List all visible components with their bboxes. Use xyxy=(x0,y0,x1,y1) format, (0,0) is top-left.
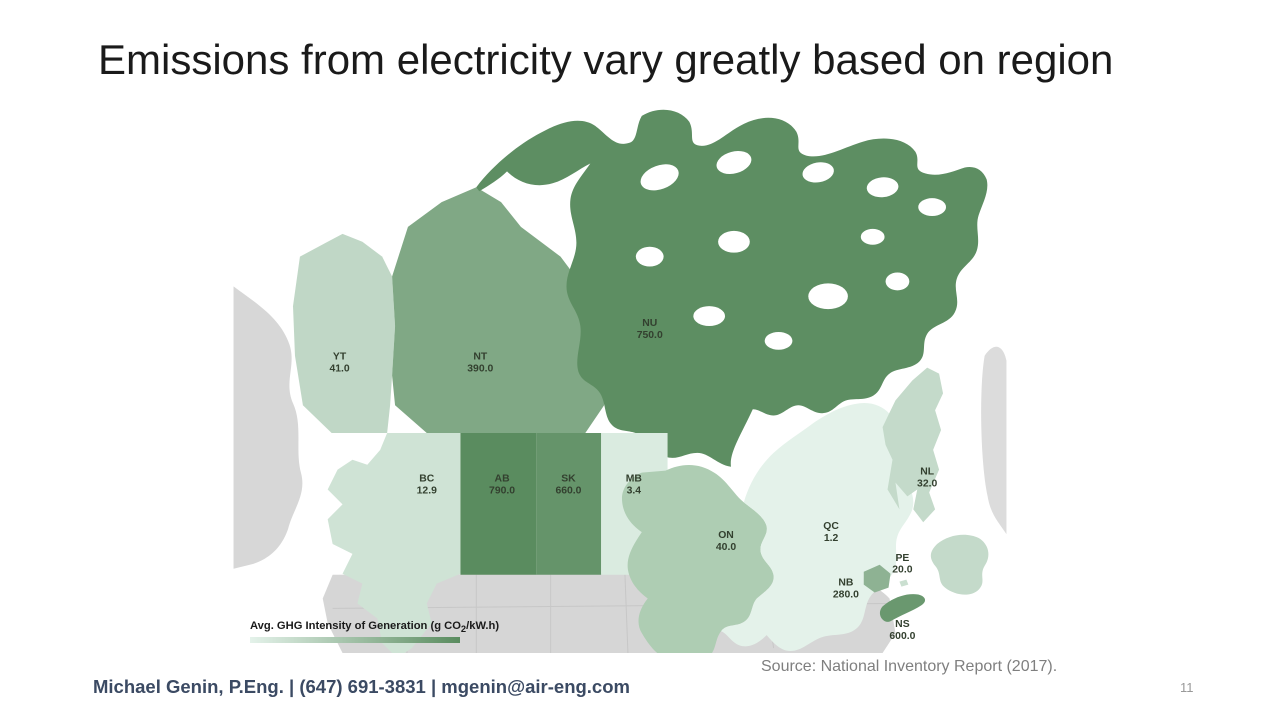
svg-text:QC: QC xyxy=(823,521,839,532)
svg-text:MB: MB xyxy=(626,474,643,485)
svg-text:YT: YT xyxy=(333,352,347,363)
svg-text:32.0: 32.0 xyxy=(917,479,937,490)
svg-text:NT: NT xyxy=(473,352,488,363)
svg-text:750.0: 750.0 xyxy=(637,330,663,341)
svg-text:1.2: 1.2 xyxy=(824,533,839,544)
svg-text:NL: NL xyxy=(920,467,935,478)
svg-text:NB: NB xyxy=(838,578,854,589)
svg-text:SK: SK xyxy=(561,474,576,485)
svg-text:20.0: 20.0 xyxy=(892,565,912,576)
svg-text:40.0: 40.0 xyxy=(716,542,736,553)
svg-text:660.0: 660.0 xyxy=(555,485,581,496)
svg-text:NS: NS xyxy=(895,619,910,630)
svg-text:AB: AB xyxy=(495,474,511,485)
svg-text:NU: NU xyxy=(642,318,657,329)
svg-text:390.0: 390.0 xyxy=(467,364,493,375)
svg-text:41.0: 41.0 xyxy=(329,364,349,375)
svg-text:ON: ON xyxy=(718,530,734,541)
svg-text:280.0: 280.0 xyxy=(833,590,859,601)
svg-text:790.0: 790.0 xyxy=(489,485,515,496)
svg-text:BC: BC xyxy=(419,474,435,485)
svg-text:12.9: 12.9 xyxy=(417,485,437,496)
svg-text:600.0: 600.0 xyxy=(889,631,915,642)
svg-text:PE: PE xyxy=(895,553,909,564)
svg-text:3.4: 3.4 xyxy=(627,485,642,496)
